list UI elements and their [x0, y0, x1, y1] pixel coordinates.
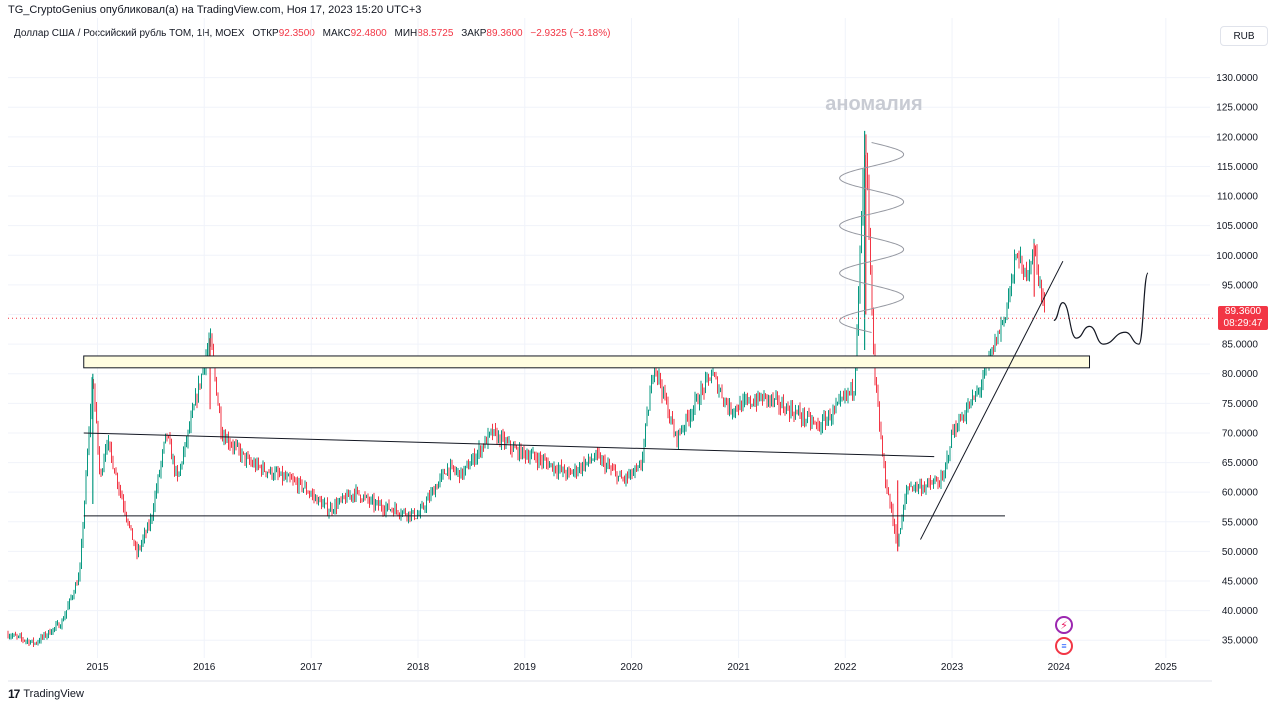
y-tick-label: 115.0000	[1217, 162, 1258, 173]
resistance-zone	[83, 355, 1091, 369]
y-tick-label: 105.0000	[1216, 221, 1258, 232]
y-tick-label: 35.0000	[1222, 636, 1259, 647]
y-tick-label: 45.0000	[1222, 577, 1259, 588]
close-value: 89.3600	[486, 28, 523, 39]
open-value: 92.3500	[278, 28, 315, 39]
y-tick-label: 100.0000	[1216, 251, 1258, 262]
published-line: TG_CryptoGenius опубликовал(а) на Tradin…	[8, 4, 422, 16]
x-tick-label: 2021	[727, 662, 750, 673]
x-axis: 2015 2016 2017 2018 2019 2020 2021 2022 2023 2024…	[8, 662, 1212, 682]
tradingview-mark-icon: 17	[8, 687, 20, 701]
close-label: ЗАКР	[461, 28, 487, 39]
x-tick-label: 2020	[620, 662, 643, 673]
change-value: −2.9325 (−3.18%)	[530, 28, 611, 39]
x-tick-label: 2015	[86, 662, 109, 673]
y-tick-label: 40.0000	[1222, 606, 1259, 617]
symbol-legend: Доллар США / Российский рубль TOM, 1Н, M…	[14, 28, 610, 39]
y-tick-label: 110.0000	[1217, 192, 1258, 203]
y-tick-label: 70.0000	[1222, 428, 1259, 439]
currency-button[interactable]: RUB	[1220, 26, 1268, 46]
y-tick-label: 55.0000	[1222, 517, 1259, 528]
symbol-name[interactable]: Доллар США / Российский рубль TOM, 1Н, M…	[14, 28, 245, 39]
y-tick-label: 120.0000	[1216, 132, 1258, 143]
uptrend-line	[920, 260, 1064, 540]
x-tick-label: 2016	[193, 662, 216, 673]
us-flag-icon[interactable]: ≡	[1055, 637, 1073, 655]
y-tick-label: 125.0000	[1216, 103, 1258, 114]
anomaly-annotation: аномалия	[825, 93, 922, 115]
drawings	[8, 142, 1216, 540]
tradingview-logo[interactable]: 17 TradingView	[8, 687, 84, 701]
x-tick-label: 2018	[407, 662, 430, 673]
flash-icon[interactable]: ⚡	[1055, 616, 1073, 634]
last-price-badge: 89.3600 08:29:47	[1218, 306, 1268, 330]
low-value: 88.5725	[417, 28, 454, 39]
high-value: 92.4800	[350, 28, 387, 39]
x-tick-label: 2025	[1155, 662, 1178, 673]
anomaly-spiral	[839, 142, 905, 333]
y-tick-label: 130.0000	[1216, 73, 1258, 84]
candles	[7, 130, 1045, 648]
x-tick-label: 2024	[1048, 662, 1071, 673]
y-tick-label: 65.0000	[1222, 458, 1259, 469]
x-tick-label: 2023	[941, 662, 964, 673]
low-label: МИН	[394, 28, 418, 39]
y-tick-label: 95.0000	[1222, 280, 1259, 291]
y-tick-label: 85.0000	[1222, 340, 1259, 351]
high-label: МАКС	[322, 28, 351, 39]
bar-countdown: 08:29:47	[1223, 318, 1263, 329]
descending-trendline	[83, 432, 935, 458]
chart-grid	[8, 18, 1210, 658]
tradingview-wordmark: TradingView	[23, 688, 84, 700]
y-tick-label: 80.0000	[1222, 369, 1259, 380]
forecast-path	[1053, 272, 1149, 345]
open-label: ОТКР	[252, 28, 279, 39]
y-tick-label: 75.0000	[1222, 399, 1259, 410]
y-tick-label: 60.0000	[1222, 488, 1259, 499]
x-tick-label: 2019	[514, 662, 537, 673]
y-axis: 35.0000 40.0000 45.0000 50.0000 55.0000 60.00…	[1216, 73, 1258, 647]
x-tick-label: 2022	[834, 662, 857, 673]
last-price-value: 89.3600	[1224, 306, 1262, 317]
x-tick-label: 2017	[300, 662, 323, 673]
y-tick-label: 50.0000	[1222, 547, 1259, 558]
